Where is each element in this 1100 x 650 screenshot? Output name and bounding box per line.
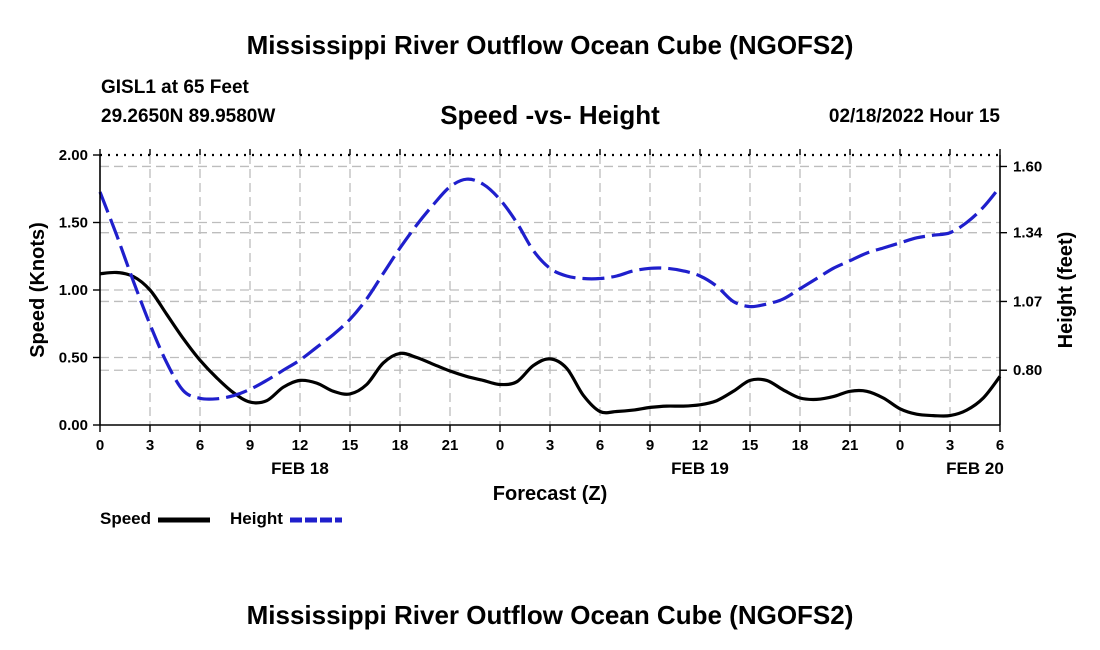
grid-lines <box>100 155 1000 425</box>
chart-subtitle: Speed -vs- Height <box>440 100 660 130</box>
legend-item-height: Height <box>230 509 344 529</box>
legend-swatch-speed <box>157 517 210 523</box>
x-tick-label: 0 <box>496 437 504 454</box>
x-tick-label: 6 <box>196 437 204 454</box>
station-label: GISL1 at 65 Feet <box>101 77 249 98</box>
x-tick-label: 3 <box>146 437 154 454</box>
y-tick-label: 1.00 <box>59 282 88 299</box>
y-tick-label: 1.50 <box>59 215 88 232</box>
y2-tick-label: 0.80 <box>1013 362 1042 379</box>
x-tick-label: 9 <box>646 437 654 454</box>
axis-labels: 0 3 6 9 12 15 18 21 0 3 6 9 12 15 18 21 0 3 6 FEB 18 FEB 19 F… <box>27 147 1077 505</box>
x-tick-label: 15 <box>742 437 759 454</box>
y2-tick-label: 1.34 <box>1013 225 1043 242</box>
y-tick-label: 0.00 <box>59 417 88 434</box>
x-tick-label: 9 <box>246 437 254 454</box>
legend-label-speed: Speed <box>100 509 152 528</box>
legend-swatch-height <box>289 517 342 523</box>
x-date-label: FEB 19 <box>671 459 729 478</box>
y2-tick-label: 1.07 <box>1013 293 1042 310</box>
series-line-speed <box>99 270 1002 418</box>
legend-label-height: Height <box>230 509 283 528</box>
x-tick-label: 12 <box>692 437 709 454</box>
station-coordinates: 29.2650N 89.9580W <box>101 106 276 127</box>
y2-tick-label: 1.60 <box>1013 158 1042 175</box>
footer-title: Mississippi River Outflow Ocean Cube (NG… <box>246 600 854 630</box>
x-tick-label: 18 <box>392 437 409 454</box>
x-tick-label: 18 <box>792 437 809 454</box>
x-tick-label: 21 <box>842 437 859 454</box>
x-date-label: FEB 20 <box>946 459 1004 478</box>
x-axis-title: Forecast (Z) <box>493 483 607 505</box>
forecast-datetime: 02/18/2022 Hour 15 <box>828 106 1000 127</box>
x-tick-label: 12 <box>292 437 309 454</box>
x-tick-label: 15 <box>342 437 359 454</box>
legend-item-speed: Speed <box>100 509 212 529</box>
series-line-height <box>98 177 1002 401</box>
chart-title: Mississippi River Outflow Ocean Cube (NG… <box>246 30 854 60</box>
x-date-label: FEB 18 <box>271 459 329 478</box>
x-tick-label: 6 <box>996 437 1004 454</box>
x-tick-label: 0 <box>96 437 104 454</box>
y-tick-label: 2.00 <box>59 147 88 164</box>
x-tick-label: 3 <box>546 437 554 454</box>
y-tick-label: 0.50 <box>59 350 88 367</box>
axes-layer <box>93 149 1007 432</box>
series-layer <box>98 177 1002 418</box>
x-tick-label: 3 <box>946 437 954 454</box>
y-axis-title: Speed (Knots) <box>27 222 49 358</box>
x-tick-label: 6 <box>596 437 604 454</box>
y2-axis-title: Height (feet) <box>1055 232 1077 349</box>
x-tick-label: 21 <box>442 437 459 454</box>
x-tick-label: 0 <box>896 437 904 454</box>
